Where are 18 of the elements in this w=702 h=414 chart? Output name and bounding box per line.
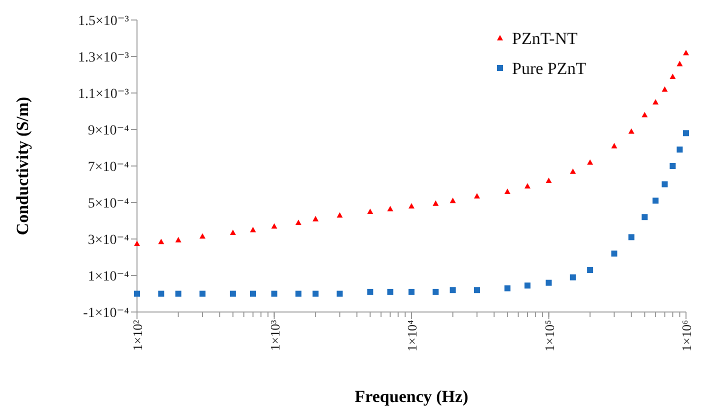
y-tick-label: 3×10⁻⁴	[88, 233, 130, 248]
y-tick-label: 1.5×10⁻³	[78, 14, 129, 29]
y-tick-label: 1.1×10⁻³	[78, 87, 129, 102]
x-tick-label: 1×10²	[130, 320, 145, 351]
y-tick-label: 5×10⁻⁴	[88, 196, 130, 212]
legend-label: Pure PZnT	[512, 59, 587, 78]
y-tick-label: 1.3×10⁻³	[78, 50, 129, 66]
x-tick-label: 1×10⁵	[542, 320, 557, 352]
y-tick-label: 9×10⁻⁴	[88, 124, 130, 138]
x-axis-title: Frequency (Hz)	[354, 387, 468, 406]
legend-label: PZnT-NT	[512, 29, 578, 48]
y-tick-label: 7×10⁻⁴	[88, 160, 130, 175]
y-tick-label: -1×10⁻⁴	[83, 306, 130, 321]
x-tick-label: 1×10³	[267, 320, 282, 351]
x-tick-label: 1×10⁴	[404, 320, 420, 352]
y-tick-label: 1×10⁻⁴	[88, 270, 130, 284]
y-axis-title: Conductivity (S/m)	[13, 96, 32, 236]
x-tick-label: 1×10⁶	[679, 320, 694, 352]
